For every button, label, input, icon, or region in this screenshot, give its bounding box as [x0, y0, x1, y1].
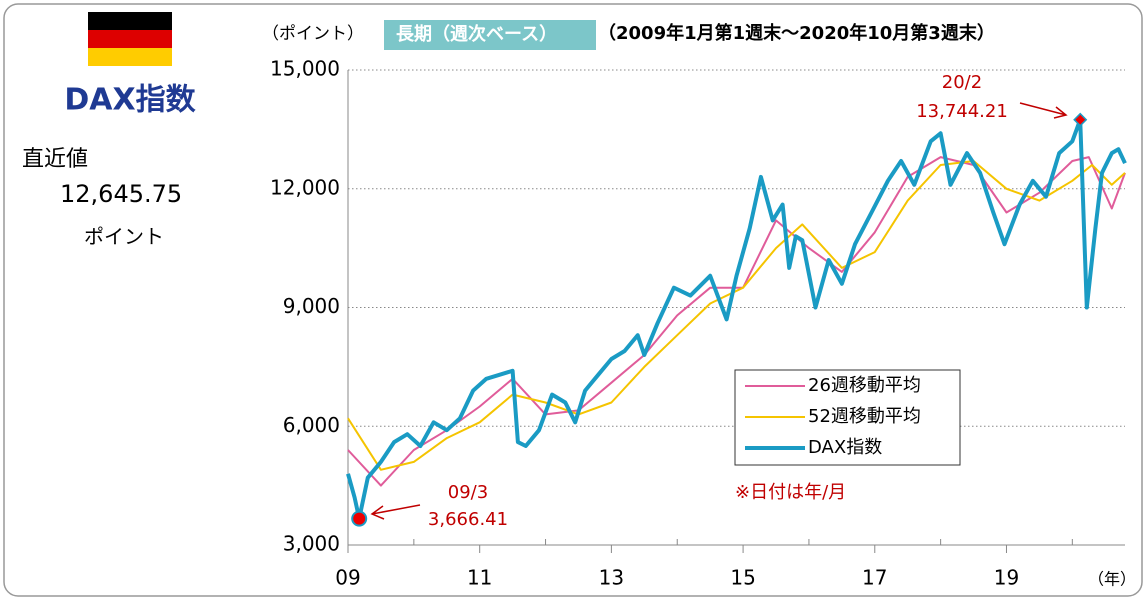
line-series	[347, 160, 1126, 471]
annotation-value: 3,666.41	[428, 509, 508, 530]
annotation-date: 09/3	[448, 482, 488, 503]
latest-label: 直近値	[22, 147, 88, 172]
subtitle: （2009年1月第1週末～2020年10月第3週末）	[598, 22, 995, 44]
x-tick-label: 13	[599, 566, 624, 590]
y-tick-label: 15,000	[270, 57, 340, 81]
latest-value: 12,645.75	[60, 180, 182, 208]
x-tick-label: 17	[862, 566, 887, 590]
latest-unit: ポイント	[84, 225, 164, 249]
flag-red	[88, 30, 172, 48]
y-tick-label: 6,000	[283, 413, 340, 437]
legend-label: 52週移動平均	[808, 406, 921, 427]
x-tick-label: 15	[730, 566, 755, 590]
y-unit: （ポイント）	[262, 24, 364, 44]
annotation-arrow	[1019, 102, 1068, 119]
y-tick-label: 9,000	[283, 294, 340, 318]
min-marker	[351, 510, 368, 527]
x-tick-label: 19	[994, 566, 1019, 590]
title: 長期（週次ベース）	[396, 23, 557, 45]
legend-label: 26週移動平均	[808, 375, 921, 396]
line-series	[347, 156, 1126, 487]
flag-black	[88, 12, 172, 30]
flag-gold	[88, 48, 172, 66]
note: ※日付は年/月	[735, 482, 846, 503]
y-tick-label: 12,000	[270, 175, 340, 199]
annotation-value: 13,744.21	[916, 101, 1008, 122]
annotation-date: 20/2	[942, 72, 982, 93]
y-tick-label: 3,000	[283, 532, 340, 556]
legend-label: DAX指数	[808, 437, 882, 458]
line-series	[346, 117, 1127, 521]
x-tick-label: 09	[335, 566, 360, 590]
max-marker	[1073, 112, 1088, 127]
title-bg	[384, 20, 596, 50]
annotation-arrow	[370, 504, 421, 520]
x-tick-label: 11	[467, 566, 492, 590]
x-unit: （年）	[1088, 570, 1136, 589]
side-title: DAX指数	[64, 83, 196, 118]
